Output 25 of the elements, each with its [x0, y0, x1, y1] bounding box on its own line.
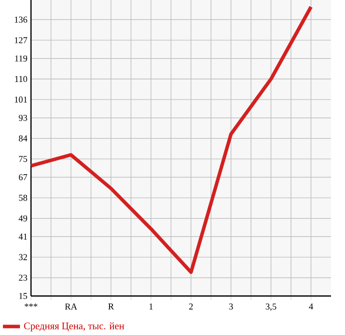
- x-tick-label: ***: [24, 304, 38, 307]
- x-tick-label: 3,5: [266, 304, 276, 311]
- y-tick-label: 15: [19, 292, 28, 300]
- x-tick-label: R: [108, 304, 114, 310]
- y-tick-label: 58: [19, 194, 28, 201]
- y-tick-label: 127: [14, 37, 28, 44]
- y-tick-label: 93: [18, 114, 28, 121]
- x-tick-label: 4: [308, 304, 314, 310]
- y-tick-label: 136: [14, 16, 28, 23]
- y-tick-label: 23: [18, 274, 28, 281]
- y-tick-label: 110: [15, 76, 28, 82]
- x-tick-label: 1: [150, 304, 153, 310]
- y-tick-label: 101: [14, 96, 27, 103]
- y-tick-label: 75: [19, 156, 28, 162]
- legend-label: Средняя Цена, тыс. йен: [24, 322, 124, 332]
- y-tick-label: 41: [18, 234, 27, 240]
- y-tick-label: 32: [18, 254, 27, 260]
- x-tick-label: RA: [65, 304, 78, 310]
- line-series: [29, 5, 313, 274]
- x-tick-label: 3: [229, 304, 233, 310]
- y-tick-label: 49: [18, 215, 28, 222]
- x-tick-label: 2: [189, 304, 193, 310]
- y-tick-label: 119: [15, 55, 28, 62]
- y-tick-label: 67: [18, 174, 28, 180]
- y-tick-label: 84: [18, 135, 28, 142]
